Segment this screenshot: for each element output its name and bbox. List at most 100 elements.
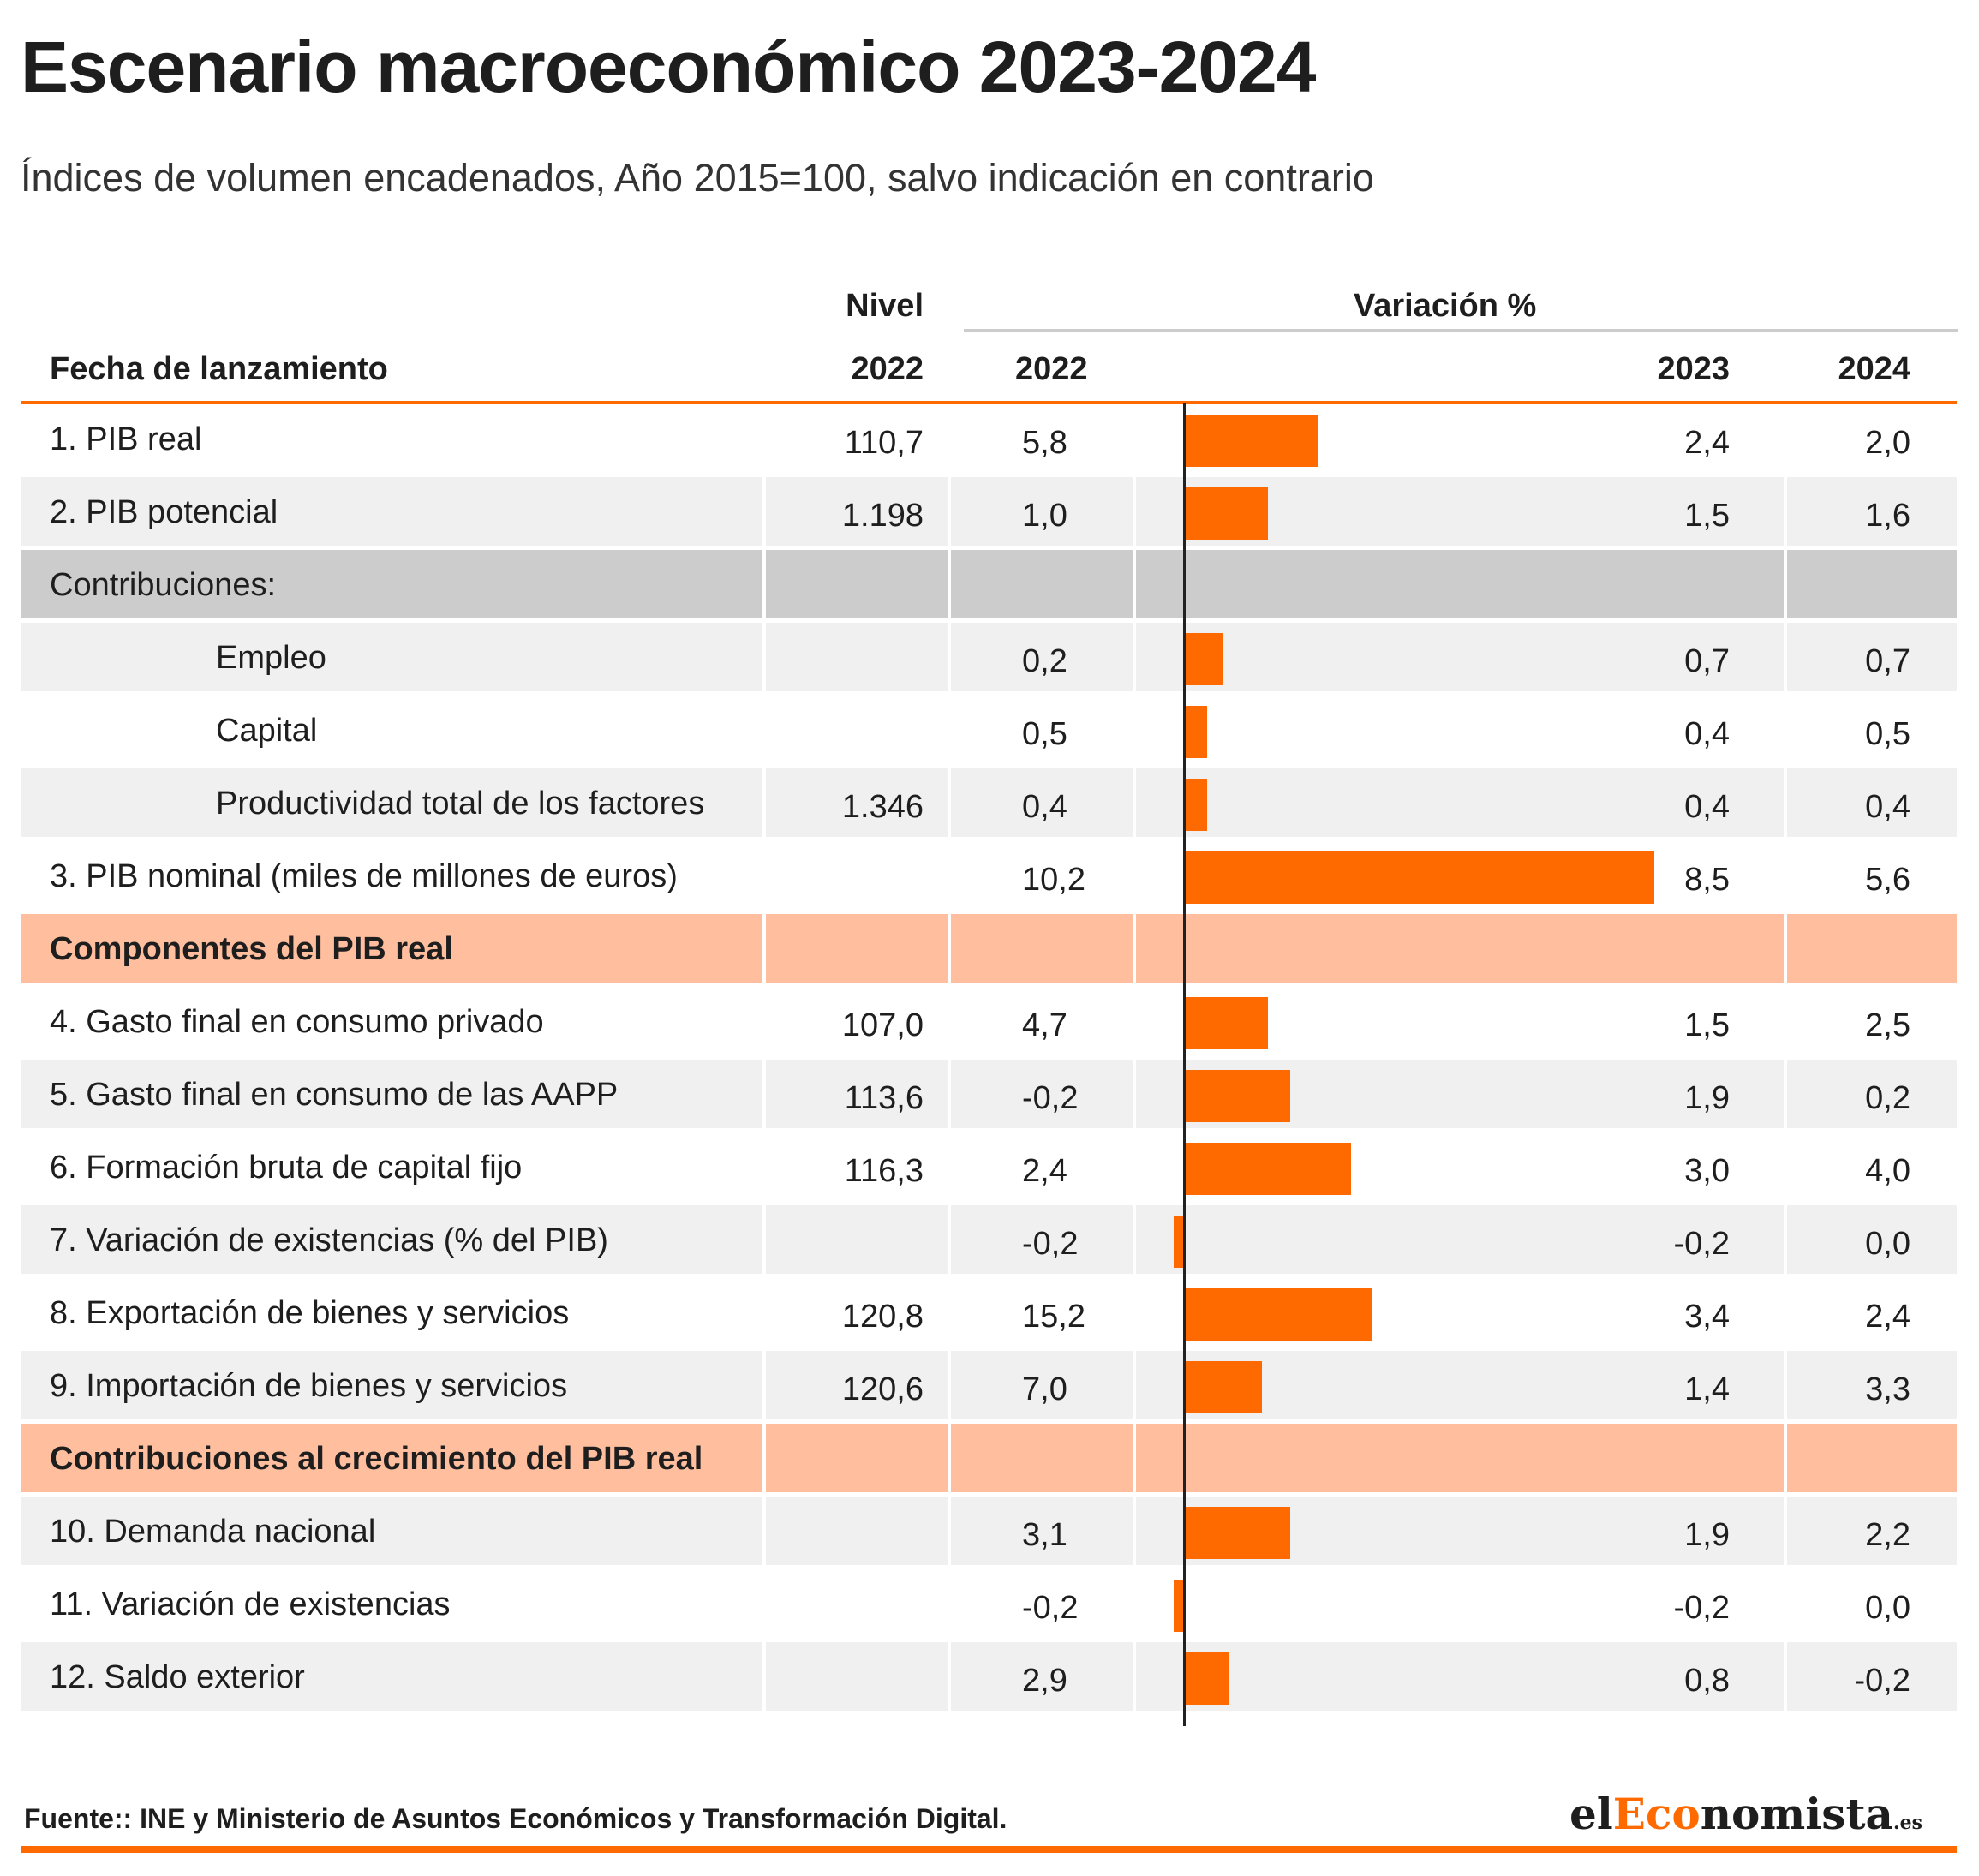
variacion-2022-value: 0,2 (1022, 643, 1067, 679)
variacion-2024-value: 3,3 (1865, 1371, 1910, 1407)
row-label: Contribuciones al crecimiento del PIB re… (50, 1441, 703, 1477)
variacion-2023-value: 0,4 (1684, 789, 1730, 825)
row-label: 10. Demanda nacional (50, 1514, 376, 1550)
table-cell (1136, 550, 1784, 618)
variacion-2022-value: 5,8 (1022, 425, 1067, 461)
table-cell (1136, 623, 1784, 691)
variacion-2022-value: 2,4 (1022, 1153, 1067, 1189)
row-label: Productividad total de los factores (216, 786, 705, 821)
nivel-2022-value: 120,6 (841, 1371, 924, 1407)
row-label: 7. Variación de existencias (% del PIB) (50, 1222, 608, 1258)
table-cell (951, 1642, 1133, 1711)
row-label: Componentes del PIB real (50, 931, 453, 967)
table-cell (1787, 1205, 1957, 1274)
variacion-2022-value: 1,0 (1022, 498, 1067, 534)
variacion-2023-value: 0,4 (1684, 716, 1730, 752)
table-cell (951, 1424, 1133, 1492)
table-cell (951, 550, 1133, 618)
variacion-2023-value: 1,9 (1684, 1080, 1730, 1116)
bar-2023 (1185, 851, 1655, 904)
variacion-2024-value: 0,0 (1865, 1226, 1910, 1262)
bar-2023 (1185, 1070, 1290, 1122)
variacion-2024-value: 2,2 (1865, 1517, 1910, 1553)
table-cell (21, 1351, 762, 1419)
variacion-2024-value: 2,5 (1865, 1007, 1910, 1043)
table-cell (951, 477, 1133, 546)
table-cell (766, 1642, 948, 1711)
bar-2023 (1185, 1507, 1290, 1559)
variacion-2023-value: -0,2 (1673, 1590, 1730, 1626)
variacion-2023-value: 3,4 (1684, 1299, 1730, 1335)
table-cell (1787, 623, 1957, 691)
table-cell (766, 1351, 948, 1419)
row-label: Empleo (216, 640, 326, 676)
variacion-2022-value: -0,2 (1022, 1080, 1079, 1116)
nivel-2022-value: 120,8 (841, 1299, 924, 1335)
bar-2023 (1185, 1288, 1373, 1341)
bar-axis (1183, 403, 1186, 1726)
variacion-2022-value: 15,2 (1022, 1299, 1085, 1335)
nivel-2022-value: 113,6 (844, 1080, 924, 1116)
table-cell (1787, 914, 1957, 983)
row-label: 1. PIB real (50, 421, 202, 457)
header-row-label: Fecha de lanzamiento (50, 351, 388, 387)
variacion-2023-value: 1,4 (1684, 1371, 1730, 1407)
table-cell (1136, 1424, 1784, 1492)
table-cell (766, 1497, 948, 1565)
nivel-2022-value: 116,3 (844, 1153, 924, 1189)
table-cell (766, 696, 948, 764)
variacion-2022-value: 4,7 (1022, 1007, 1067, 1043)
variacion-2023-value: 1,5 (1684, 498, 1730, 534)
bar-2023 (1185, 779, 1207, 831)
variacion-2022-value: 10,2 (1022, 862, 1085, 898)
page-title: Escenario macroeconómico 2023-2024 (21, 27, 1316, 107)
table-cell (1787, 1351, 1957, 1419)
header-var-2024: 2024 (1838, 351, 1910, 387)
row-label: 11. Variación de existencias (50, 1586, 451, 1622)
variacion-2023-value: 0,8 (1684, 1663, 1730, 1699)
nivel-2022-value: 1.198 (841, 498, 924, 534)
table-cell (766, 1060, 948, 1128)
bar-2023 (1185, 415, 1318, 467)
row-label: 12. Saldo exterior (50, 1659, 305, 1695)
header-divider (964, 329, 1958, 332)
table-cell (21, 1424, 762, 1492)
table-cell (21, 1497, 762, 1565)
table-cell (766, 914, 948, 983)
variacion-2022-value: 7,0 (1022, 1371, 1067, 1407)
variacion-2024-value: 5,6 (1865, 862, 1910, 898)
table-cell (951, 623, 1133, 691)
table-cell (951, 768, 1133, 837)
table-cell (766, 1424, 948, 1492)
variacion-2024-value: 0,0 (1865, 1590, 1910, 1626)
table-cell (951, 1351, 1133, 1419)
nivel-2022-value: 1.346 (841, 789, 924, 825)
table-cell (766, 550, 948, 618)
bar-2023 (1174, 1216, 1185, 1268)
variacion-2024-value: 0,5 (1865, 716, 1910, 752)
table-cell (1787, 1424, 1957, 1492)
table-cell (21, 696, 762, 764)
table-cell (21, 477, 762, 546)
variacion-2023-value: 1,5 (1684, 1007, 1730, 1043)
variacion-2024-value: 0,2 (1865, 1080, 1910, 1116)
table-cell (766, 1569, 948, 1638)
variacion-2024-value: 1,6 (1865, 498, 1910, 534)
variacion-2023-value: 8,5 (1684, 862, 1730, 898)
page-subtitle: Índices de volumen encadenados, Año 2015… (21, 156, 1374, 200)
header-rule (21, 401, 1957, 404)
table-cell (951, 1497, 1133, 1565)
table-cell (951, 914, 1133, 983)
header-nivel: Nivel (846, 288, 924, 324)
variacion-2023-value: 0,7 (1684, 643, 1730, 679)
header-variacion: Variación % (1354, 288, 1537, 324)
bar-2023 (1185, 706, 1207, 758)
table-cell (1787, 1497, 1957, 1565)
footer-rule (21, 1846, 1957, 1853)
table-cell (21, 768, 762, 837)
table-cell (21, 1060, 762, 1128)
variacion-2023-value: 2,4 (1684, 425, 1730, 461)
variacion-2022-value: 2,9 (1022, 1663, 1067, 1699)
table-cell (21, 623, 762, 691)
